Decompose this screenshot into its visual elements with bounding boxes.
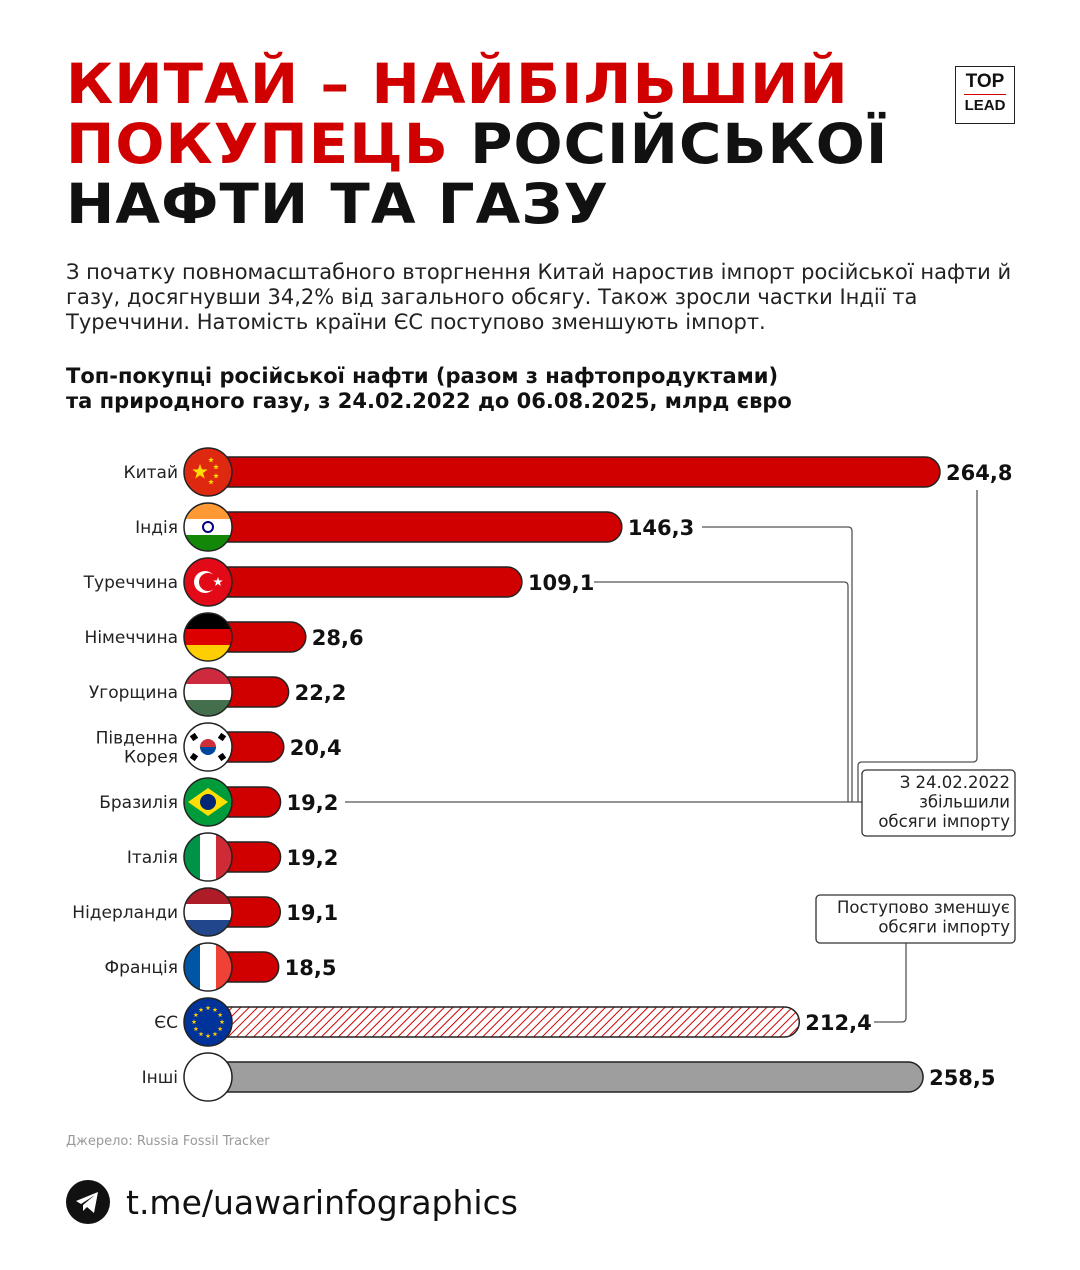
flag-outline [183, 942, 233, 992]
category-label: ЄС [154, 1013, 178, 1033]
chart-title-line: Топ-покупці російської нафти (разом з на… [66, 364, 779, 388]
value-label: 109,1 [528, 571, 594, 595]
flag-outline [183, 832, 233, 882]
page-title: КИТАЙ – НАЙБІЛЬШИЙ ПОКУПЕЦЬ РОСІЙСЬКОЇ Н… [66, 54, 888, 234]
telegram-link-text[interactable]: t.me/uawarinfographics [126, 1182, 518, 1222]
category-label: Німеччина [85, 628, 178, 648]
connector-line [874, 943, 907, 1023]
title-red-word: ПОКУПЕЦЬ [66, 112, 449, 176]
annotation-text: обсяги імпорту [878, 812, 1010, 831]
chart-title-line: та природного газу, з 24.02.2022 до 06.0… [66, 389, 792, 413]
category-label: Угорщина [89, 683, 178, 703]
source-note: Джерело: Russia Fossil Tracker [66, 1134, 270, 1149]
bar [204, 1061, 924, 1093]
bar-row: Угорщина 22,2 [89, 667, 347, 717]
bar-row: Туреччина 109,1 [83, 557, 594, 607]
south-korea-flag-icon [184, 723, 232, 771]
flag-outline [183, 612, 233, 662]
brazil-flag-icon [184, 778, 232, 826]
value-label: 19,1 [286, 901, 338, 925]
top-lead-logo: TOP LEAD [955, 66, 1015, 124]
value-label: 264,8 [946, 461, 1012, 485]
bar [204, 456, 941, 488]
annotation-box [815, 894, 1016, 944]
bar [204, 566, 523, 598]
annotation-text: обсяги імпорту [878, 918, 1010, 937]
bar-row: Німеччина 28,6 [85, 612, 364, 662]
flag-outline [183, 502, 233, 552]
connector-line [702, 526, 853, 802]
category-label: Туреччина [83, 573, 178, 593]
flag-outline [183, 447, 233, 497]
category-label: Китай [124, 463, 179, 483]
flag-outline [183, 557, 233, 607]
connector-line [594, 581, 849, 802]
bar-row: Нідерланди 19,1 [72, 887, 338, 937]
title-line-1: КИТАЙ – НАЙБІЛЬШИЙ [66, 52, 849, 116]
annotation-text: збільшили [919, 793, 1010, 812]
bar-row: Франція 18,5 [105, 942, 337, 992]
bar [204, 1006, 801, 1038]
logo-top: TOP [965, 71, 1005, 92]
category-label: Південна [96, 729, 178, 749]
flag-outline [183, 887, 233, 937]
category-label: Франція [105, 958, 178, 978]
value-label: 146,3 [628, 516, 694, 540]
bar-row: Бразилія 19,2 [99, 777, 339, 827]
chart-title: Топ-покупці російської нафти (разом з на… [66, 364, 792, 414]
value-label: 258,5 [929, 1066, 995, 1090]
category-label: Нідерланди [72, 903, 178, 923]
turkey-flag-icon [184, 558, 232, 606]
bar-row: Італія 19,2 [127, 832, 339, 882]
bar-row: ЄС 212,4 [154, 997, 872, 1047]
china-flag-icon [184, 448, 232, 496]
eu-flag-icon [184, 998, 232, 1046]
value-label: 20,4 [290, 736, 342, 760]
value-label: 19,2 [287, 791, 339, 815]
annotation-text: Поступово зменшує [837, 898, 1010, 917]
bar-row: Китай 264,8 [124, 447, 1012, 497]
category-label: Італія [127, 848, 178, 868]
flag-outline [183, 667, 233, 717]
flag-outline [183, 997, 233, 1047]
flag-outline [183, 1052, 233, 1102]
telegram-icon [66, 1180, 110, 1224]
category-label: Бразилія [99, 793, 178, 813]
title-line-2: ПОКУПЕЦЬ РОСІЙСЬКОЇ [66, 114, 888, 174]
value-label: 18,5 [285, 956, 337, 980]
annotation-text: З 24.02.2022 [900, 773, 1010, 792]
telegram-link[interactable]: t.me/uawarinfographics [66, 1180, 518, 1224]
value-label: 212,4 [805, 1011, 871, 1035]
value-label: 22,2 [295, 681, 347, 705]
flag-outline [183, 777, 233, 827]
category-label: Корея [124, 748, 178, 768]
category-label: Індія [135, 518, 178, 538]
value-label: 28,6 [312, 626, 364, 650]
none-flag-icon [184, 1053, 232, 1101]
logo-bottom: LEAD [964, 97, 1006, 114]
intro-text: З початку повномасштабного вторгнення Ки… [66, 260, 1012, 334]
category-label: Інші [142, 1068, 178, 1088]
annotation-box [861, 769, 1016, 837]
bar-row: Індія 146,3 [135, 502, 694, 552]
title-black-word: РОСІЙСЬКОЇ [470, 112, 889, 176]
connector-line [857, 490, 978, 802]
value-label: 19,2 [287, 846, 339, 870]
flag-outline [183, 722, 233, 772]
bar [204, 511, 623, 543]
title-line-3: НАФТИ ТА ГАЗУ [66, 172, 610, 236]
bar-row: Інші 258,5 [142, 1052, 996, 1102]
